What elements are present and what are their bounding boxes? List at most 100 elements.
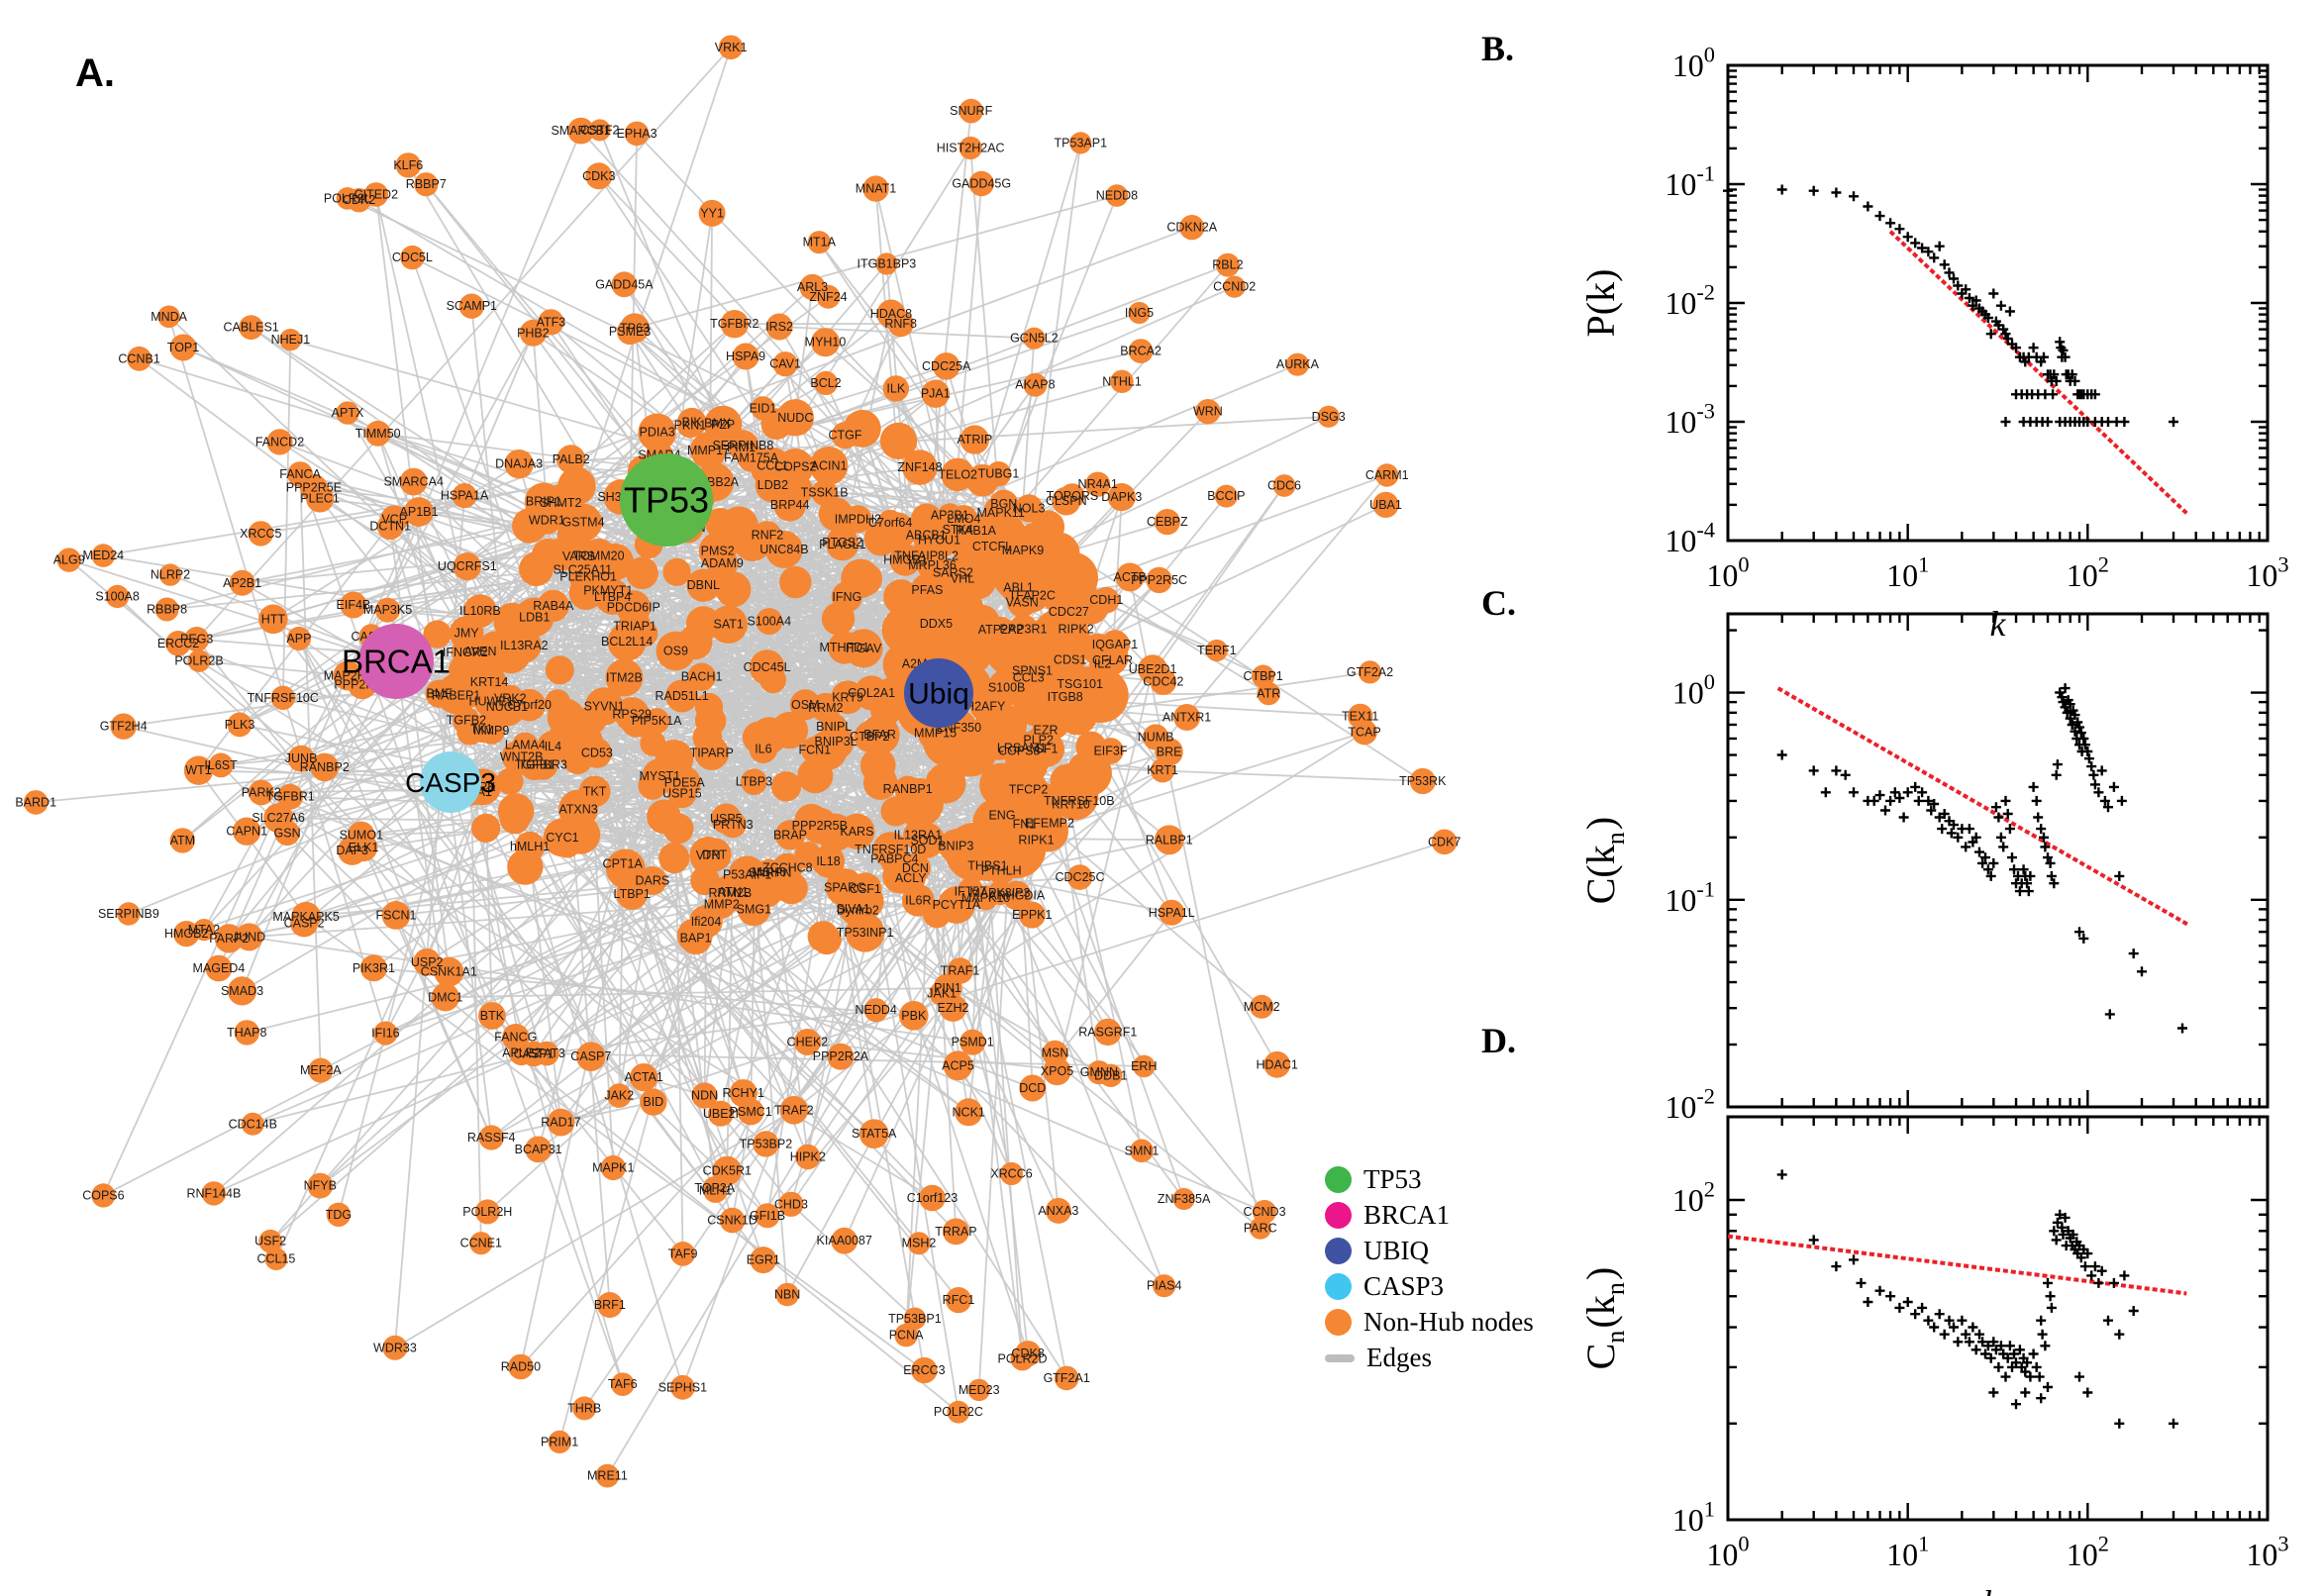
non-hub-node <box>775 871 808 905</box>
node-label: GADD45A <box>595 277 654 291</box>
non-hub-node <box>986 498 1016 528</box>
node-label: NDN <box>691 1089 718 1103</box>
node-label: TOMM20 <box>573 549 625 563</box>
node-label: BCCIP <box>1207 489 1245 503</box>
node-label: USP2 <box>411 955 444 969</box>
node-label: TERF1 <box>1197 644 1237 657</box>
node-label: FANCG <box>494 1031 537 1045</box>
non-hub-node <box>638 770 667 800</box>
node-label: HIPK2 <box>790 1150 826 1164</box>
non-hub-node <box>214 924 244 953</box>
node-label: COPS6 <box>82 1188 124 1202</box>
node-label: RANBP2 <box>300 760 350 774</box>
node-label: RAB4A <box>533 599 574 613</box>
node-label: PDIA3 <box>640 426 675 440</box>
non-hub-node <box>720 310 749 339</box>
non-hub-node <box>1150 757 1175 783</box>
node-label: TGFBR2 <box>710 317 758 331</box>
node-label: KRT14 <box>470 675 509 689</box>
node-label: DNAJA3 <box>495 457 543 471</box>
non-hub-node <box>310 752 340 782</box>
node-label: EIF4B <box>337 598 371 612</box>
non-hub-node <box>710 803 742 835</box>
non-hub-node <box>750 1247 777 1274</box>
non-hub-node <box>685 606 721 642</box>
non-hub-node <box>712 1155 743 1186</box>
non-hub-node <box>1099 1063 1123 1088</box>
node-label: MEF2A <box>300 1063 342 1077</box>
panel-a-label: A. <box>75 51 115 95</box>
node-label: CTGF <box>828 429 861 443</box>
node-label: NR4A1 <box>1078 477 1118 491</box>
non-hub-node <box>452 678 483 709</box>
node-label: BRF1 <box>594 1298 626 1312</box>
non-hub-node <box>229 569 255 596</box>
tick-label: 10-4 <box>1665 518 1715 558</box>
node-label: ALG9 <box>53 553 85 567</box>
non-hub-node <box>23 790 49 815</box>
non-hub-node <box>1317 405 1340 428</box>
node-label: BRE <box>1157 745 1182 758</box>
non-hub-node <box>755 1203 780 1229</box>
non-hub-node <box>524 498 554 527</box>
non-hub-node <box>1130 1139 1154 1163</box>
node-label: MED23 <box>959 1383 1000 1397</box>
non-hub-node <box>300 473 328 502</box>
non-hub-node <box>889 544 922 576</box>
non-hub-node <box>797 757 834 794</box>
node-label: ILK <box>886 382 905 396</box>
node-label: CASP2 <box>284 917 325 931</box>
node-label: PLAGL1 <box>819 538 865 551</box>
tick-label: 101 <box>1886 1532 1929 1572</box>
non-hub-node <box>499 803 531 835</box>
node-label: CDC45L <box>744 660 791 674</box>
node-label: PKMYT1 <box>583 584 633 598</box>
non-hub-node <box>1159 899 1185 926</box>
casp3-swatch-icon <box>1325 1273 1352 1300</box>
hub-label-brca1: BRCA1 <box>342 644 451 680</box>
node-label: TFCP2 <box>1009 782 1049 796</box>
node-label: SUMO1 <box>340 828 384 842</box>
node-label: SARS2 <box>933 566 973 580</box>
non-hub-node <box>117 902 141 926</box>
node-label: TCAP <box>1348 726 1380 740</box>
node-label: PIP5K1A <box>632 714 682 728</box>
node-label: AVEN <box>463 645 496 658</box>
non-hub-node <box>241 1112 264 1136</box>
non-hub-node <box>1128 301 1151 325</box>
non-hub-node <box>508 1353 534 1380</box>
non-hub-node <box>1172 1187 1195 1211</box>
node-label: FANCD2 <box>255 435 304 449</box>
scatter-points-C <box>1776 683 2187 1034</box>
non-hub-node <box>373 1021 398 1046</box>
non-hub-node <box>585 162 613 190</box>
non-hub-node <box>1263 1050 1291 1078</box>
non-hub-node <box>452 483 477 509</box>
non-hub-node <box>431 983 459 1012</box>
panel-b-label: B. <box>1481 29 1515 68</box>
node-label: Ifi204 <box>691 915 722 929</box>
node-label: ACTA1 <box>625 1070 663 1084</box>
node-label: CAV1 <box>769 357 801 371</box>
non-hub-node <box>759 666 786 694</box>
node-label: TGFB2 <box>447 714 486 728</box>
node-label: ZNF385A <box>1158 1192 1211 1206</box>
non-hub-node <box>1352 719 1377 746</box>
fit-line-B <box>1888 230 2188 515</box>
brca1-swatch-icon <box>1325 1202 1352 1229</box>
node-label: NUDC <box>777 411 813 425</box>
node-label: TUBG1 <box>978 467 1020 481</box>
node-label: UNC84B <box>759 543 808 556</box>
non-hub-node <box>91 1183 116 1208</box>
node-label: VRK2 <box>494 692 527 706</box>
node-label: CAPN1 <box>226 825 267 839</box>
non-hub-node <box>572 1396 597 1421</box>
non-hub-node <box>127 346 152 371</box>
non-hub-node <box>821 602 856 636</box>
node-label: DAPK3 <box>1101 490 1142 504</box>
non-hub-node <box>698 532 737 570</box>
node-label: SERPINB9 <box>98 907 159 921</box>
node-label: ERCC3 <box>903 1363 945 1377</box>
node-label: NTHL1 <box>1102 374 1142 388</box>
non-hub-node <box>665 679 699 713</box>
